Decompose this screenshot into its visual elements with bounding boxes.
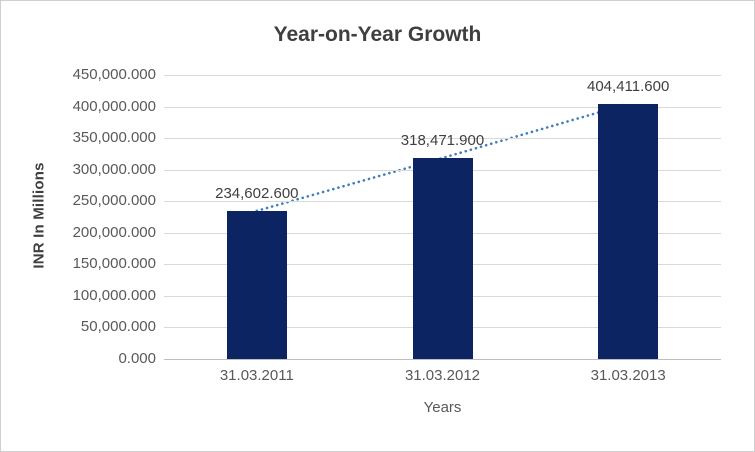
bar-data-label: 318,471.900 (400, 132, 485, 149)
trendline-path (255, 102, 630, 213)
x-axis-title: Years (423, 399, 462, 416)
bar-data-label: 234,602.600 (215, 184, 299, 202)
gridline (164, 75, 721, 76)
x-axis-tick-label: 31.03.2012 (404, 367, 481, 384)
bar-31.03.2013 (598, 103, 659, 359)
y-axis-tick-label: 0.000 (118, 350, 156, 367)
y-axis-tick-label: 450,000.000 (72, 66, 156, 83)
y-axis-tick-label: 200,000.000 (72, 223, 156, 241)
y-axis-tick-label: 350,000.000 (72, 129, 156, 147)
x-axis-tick-label: 31.03.2011 (219, 367, 294, 384)
trendline (255, 102, 630, 213)
bar-31.03.2012 (412, 158, 473, 359)
bar-data-label: 404,411.600 (587, 77, 670, 95)
bar-31.03.2011 (226, 210, 287, 359)
y-axis-tick-label: 150,000.000 (72, 255, 156, 273)
x-axis-line (164, 359, 721, 360)
y-axis-tick-label: 100,000.000 (72, 286, 156, 304)
chart-title: Year-on-Year Growth (273, 23, 482, 46)
y-axis-tick-label: 50,000.000 (80, 318, 156, 336)
x-axis-tick-label: 31.03.2013 (590, 367, 666, 384)
gridline (164, 138, 721, 140)
y-axis-tick-label: 300,000.000 (72, 160, 156, 178)
gridline (164, 106, 721, 108)
y-axis-tick-label: 250,000.000 (72, 192, 156, 210)
plot-area: 234,602.600 318,471.900 404,411.600 (164, 75, 721, 360)
y-axis-tick-label: 400,000.000 (72, 97, 156, 115)
